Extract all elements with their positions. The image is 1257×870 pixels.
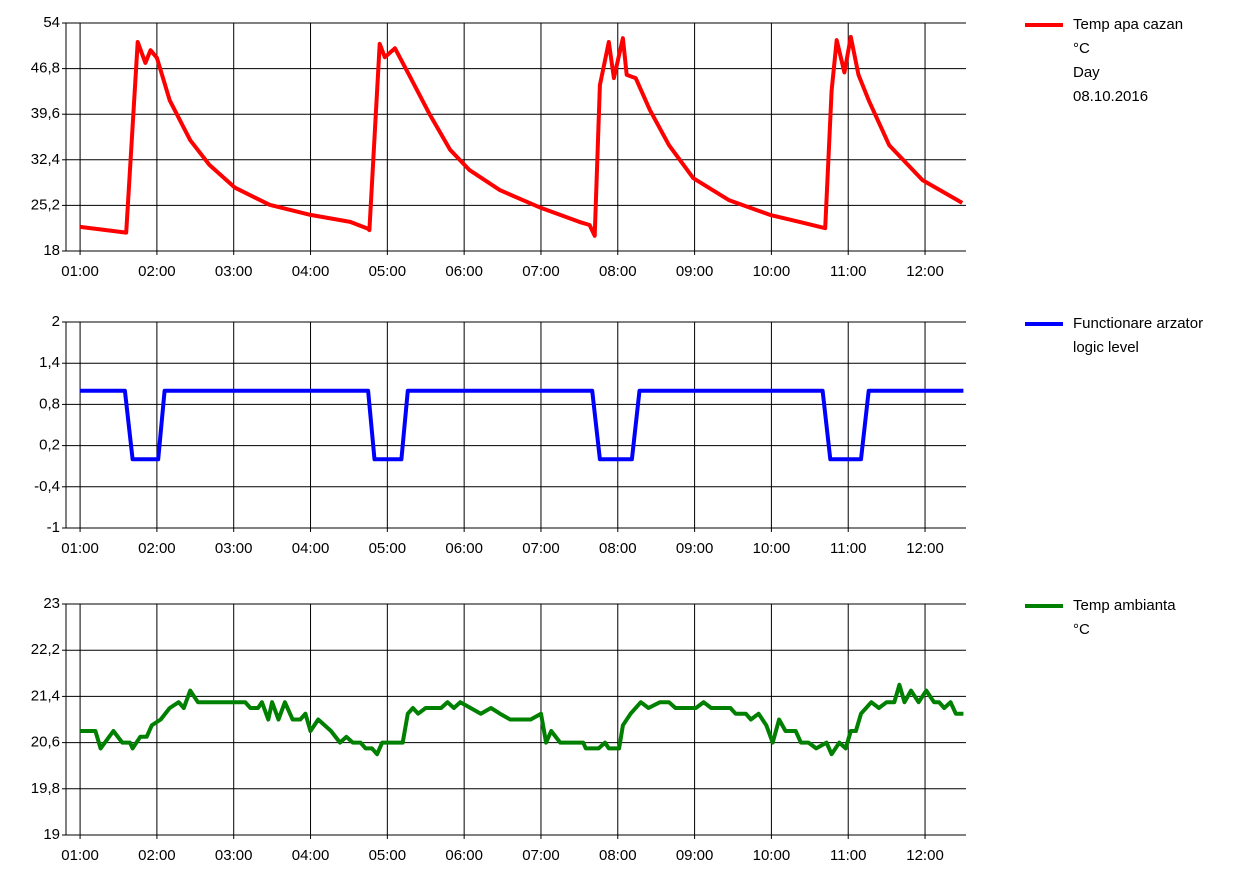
- x-tick-label: 02:00: [138, 847, 176, 864]
- x-tick-label: 08:00: [599, 540, 637, 557]
- y-tick-label: 54: [43, 14, 60, 31]
- x-tick-label: 09:00: [676, 263, 714, 280]
- x-tick-label: 03:00: [215, 847, 253, 864]
- y-tick-label: 19: [43, 826, 60, 843]
- x-tick-label: 01:00: [61, 847, 99, 864]
- legend-label: Temp apa cazan: [1073, 16, 1183, 33]
- y-tick-label: -0,4: [34, 478, 60, 495]
- x-tick-label: 07:00: [522, 263, 560, 280]
- y-tick-label: -1: [47, 519, 60, 536]
- legend-note: °C: [1073, 621, 1090, 638]
- legend-note: 08.10.2016: [1073, 88, 1148, 105]
- x-tick-label: 11:00: [830, 540, 866, 557]
- x-tick-label: 08:00: [599, 847, 637, 864]
- y-tick-label: 20,6: [31, 734, 60, 751]
- x-tick-label: 12:00: [906, 540, 944, 557]
- x-tick-label: 10:00: [753, 847, 791, 864]
- x-tick-label: 07:00: [522, 540, 560, 557]
- y-tick-label: 0,2: [39, 437, 60, 454]
- x-tick-label: 12:00: [906, 263, 944, 280]
- y-tick-label: 46,8: [31, 60, 60, 77]
- y-tick-label: 1,4: [39, 354, 60, 371]
- y-tick-label: 25,2: [31, 196, 60, 213]
- x-tick-label: 04:00: [292, 847, 330, 864]
- x-tick-label: 05:00: [369, 263, 407, 280]
- x-tick-label: 05:00: [369, 847, 407, 864]
- x-tick-label: 11:00: [830, 847, 866, 864]
- legend-note: Day: [1073, 64, 1100, 81]
- y-tick-label: 2: [52, 313, 60, 330]
- x-tick-label: 09:00: [676, 847, 714, 864]
- y-tick-label: 19,8: [31, 780, 60, 797]
- y-tick-label: 39,6: [31, 105, 60, 122]
- x-tick-label: 06:00: [445, 540, 483, 557]
- x-tick-label: 04:00: [292, 263, 330, 280]
- y-tick-label: 0,8: [39, 395, 60, 412]
- x-tick-label: 06:00: [445, 847, 483, 864]
- x-tick-label: 03:00: [215, 540, 253, 557]
- x-tick-label: 08:00: [599, 263, 637, 280]
- x-tick-label: 10:00: [753, 540, 791, 557]
- legend-label: Functionare arzator: [1073, 315, 1203, 332]
- x-tick-label: 06:00: [445, 263, 483, 280]
- y-tick-label: 18: [43, 242, 60, 259]
- x-tick-label: 01:00: [61, 263, 99, 280]
- y-tick-label: 32,4: [31, 151, 60, 168]
- x-tick-label: 02:00: [138, 263, 176, 280]
- x-tick-label: 04:00: [292, 540, 330, 557]
- data-line: [79, 34, 964, 238]
- x-tick-label: 03:00: [215, 263, 253, 280]
- y-tick-label: 23: [43, 595, 60, 612]
- y-tick-label: 22,2: [31, 641, 60, 658]
- legend-note: °C: [1073, 40, 1090, 57]
- x-tick-label: 01:00: [61, 540, 99, 557]
- x-tick-label: 02:00: [138, 540, 176, 557]
- x-tick-label: 05:00: [369, 540, 407, 557]
- x-tick-label: 11:00: [830, 263, 866, 280]
- legend-label: Temp ambianta: [1073, 597, 1176, 614]
- legend-note: logic level: [1073, 339, 1139, 356]
- y-tick-label: 21,4: [31, 687, 60, 704]
- x-tick-label: 07:00: [522, 847, 560, 864]
- x-tick-label: 10:00: [753, 263, 791, 280]
- data-line: [80, 682, 964, 757]
- data-line: [80, 388, 964, 462]
- x-tick-label: 09:00: [676, 540, 714, 557]
- x-tick-label: 12:00: [906, 847, 944, 864]
